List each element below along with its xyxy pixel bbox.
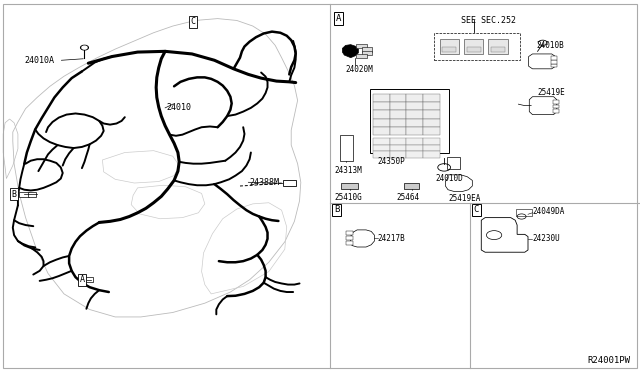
FancyBboxPatch shape bbox=[447, 157, 460, 169]
FancyBboxPatch shape bbox=[423, 119, 440, 127]
FancyBboxPatch shape bbox=[19, 192, 29, 197]
Text: 24010D: 24010D bbox=[435, 174, 463, 183]
FancyBboxPatch shape bbox=[356, 54, 367, 58]
FancyBboxPatch shape bbox=[362, 47, 372, 52]
FancyBboxPatch shape bbox=[553, 100, 559, 104]
FancyBboxPatch shape bbox=[390, 94, 406, 102]
FancyBboxPatch shape bbox=[373, 127, 390, 135]
FancyBboxPatch shape bbox=[423, 127, 440, 135]
Text: 24230U: 24230U bbox=[532, 234, 560, 243]
FancyBboxPatch shape bbox=[406, 102, 423, 110]
FancyBboxPatch shape bbox=[340, 135, 353, 161]
Text: 25410G: 25410G bbox=[334, 193, 362, 202]
Text: B: B bbox=[12, 190, 17, 199]
Text: C: C bbox=[191, 17, 196, 26]
FancyBboxPatch shape bbox=[423, 151, 440, 158]
FancyBboxPatch shape bbox=[406, 110, 423, 119]
Text: 24010B: 24010B bbox=[536, 41, 564, 50]
Text: 24313M: 24313M bbox=[334, 166, 362, 175]
FancyBboxPatch shape bbox=[491, 47, 505, 52]
FancyBboxPatch shape bbox=[423, 94, 440, 102]
Circle shape bbox=[81, 45, 88, 50]
FancyBboxPatch shape bbox=[434, 33, 520, 60]
FancyBboxPatch shape bbox=[373, 119, 390, 127]
FancyBboxPatch shape bbox=[390, 127, 406, 135]
FancyBboxPatch shape bbox=[551, 64, 557, 67]
FancyBboxPatch shape bbox=[440, 39, 459, 54]
FancyBboxPatch shape bbox=[346, 241, 353, 245]
FancyBboxPatch shape bbox=[467, 47, 481, 52]
FancyBboxPatch shape bbox=[390, 145, 406, 151]
FancyBboxPatch shape bbox=[373, 145, 390, 151]
FancyBboxPatch shape bbox=[373, 151, 390, 158]
FancyBboxPatch shape bbox=[390, 138, 406, 145]
FancyBboxPatch shape bbox=[406, 138, 423, 145]
FancyBboxPatch shape bbox=[553, 109, 559, 113]
Text: 24010A: 24010A bbox=[24, 56, 54, 65]
FancyBboxPatch shape bbox=[406, 127, 423, 135]
Text: A: A bbox=[336, 14, 341, 23]
FancyBboxPatch shape bbox=[390, 102, 406, 110]
FancyBboxPatch shape bbox=[283, 180, 296, 186]
Text: B: B bbox=[334, 205, 339, 214]
FancyBboxPatch shape bbox=[373, 110, 390, 119]
FancyBboxPatch shape bbox=[83, 277, 93, 282]
FancyBboxPatch shape bbox=[553, 105, 559, 108]
FancyBboxPatch shape bbox=[464, 39, 483, 54]
FancyBboxPatch shape bbox=[551, 56, 557, 60]
FancyBboxPatch shape bbox=[423, 138, 440, 145]
Circle shape bbox=[82, 46, 87, 49]
Text: 24010: 24010 bbox=[166, 103, 191, 112]
FancyBboxPatch shape bbox=[373, 94, 390, 102]
FancyBboxPatch shape bbox=[406, 151, 423, 158]
FancyBboxPatch shape bbox=[346, 231, 353, 235]
Text: 24049DA: 24049DA bbox=[532, 207, 565, 216]
Text: A: A bbox=[79, 275, 84, 284]
Text: 24388M: 24388M bbox=[250, 178, 280, 187]
FancyBboxPatch shape bbox=[442, 47, 456, 52]
Polygon shape bbox=[342, 45, 358, 58]
FancyBboxPatch shape bbox=[28, 192, 36, 197]
Text: 24217B: 24217B bbox=[378, 234, 405, 243]
FancyBboxPatch shape bbox=[423, 145, 440, 151]
FancyBboxPatch shape bbox=[373, 102, 390, 110]
FancyBboxPatch shape bbox=[551, 60, 557, 64]
FancyBboxPatch shape bbox=[341, 183, 358, 189]
FancyBboxPatch shape bbox=[516, 209, 532, 216]
Text: 25419EA: 25419EA bbox=[448, 194, 481, 203]
FancyBboxPatch shape bbox=[406, 94, 423, 102]
FancyBboxPatch shape bbox=[390, 110, 406, 119]
FancyBboxPatch shape bbox=[373, 138, 390, 145]
FancyBboxPatch shape bbox=[404, 183, 419, 189]
FancyBboxPatch shape bbox=[370, 89, 449, 153]
FancyBboxPatch shape bbox=[390, 151, 406, 158]
FancyBboxPatch shape bbox=[362, 51, 372, 55]
FancyBboxPatch shape bbox=[406, 145, 423, 151]
Text: 24020M: 24020M bbox=[346, 65, 373, 74]
Text: SEE SEC.252: SEE SEC.252 bbox=[461, 16, 516, 25]
FancyBboxPatch shape bbox=[390, 119, 406, 127]
Text: 24350P: 24350P bbox=[378, 157, 405, 166]
Text: 25419E: 25419E bbox=[538, 88, 565, 97]
FancyBboxPatch shape bbox=[423, 110, 440, 119]
FancyBboxPatch shape bbox=[488, 39, 508, 54]
FancyBboxPatch shape bbox=[356, 44, 367, 48]
FancyBboxPatch shape bbox=[423, 102, 440, 110]
FancyBboxPatch shape bbox=[406, 119, 423, 127]
Text: C: C bbox=[474, 205, 479, 214]
Text: R24001PW: R24001PW bbox=[588, 356, 630, 365]
FancyBboxPatch shape bbox=[346, 236, 353, 240]
Text: 25464: 25464 bbox=[397, 193, 420, 202]
